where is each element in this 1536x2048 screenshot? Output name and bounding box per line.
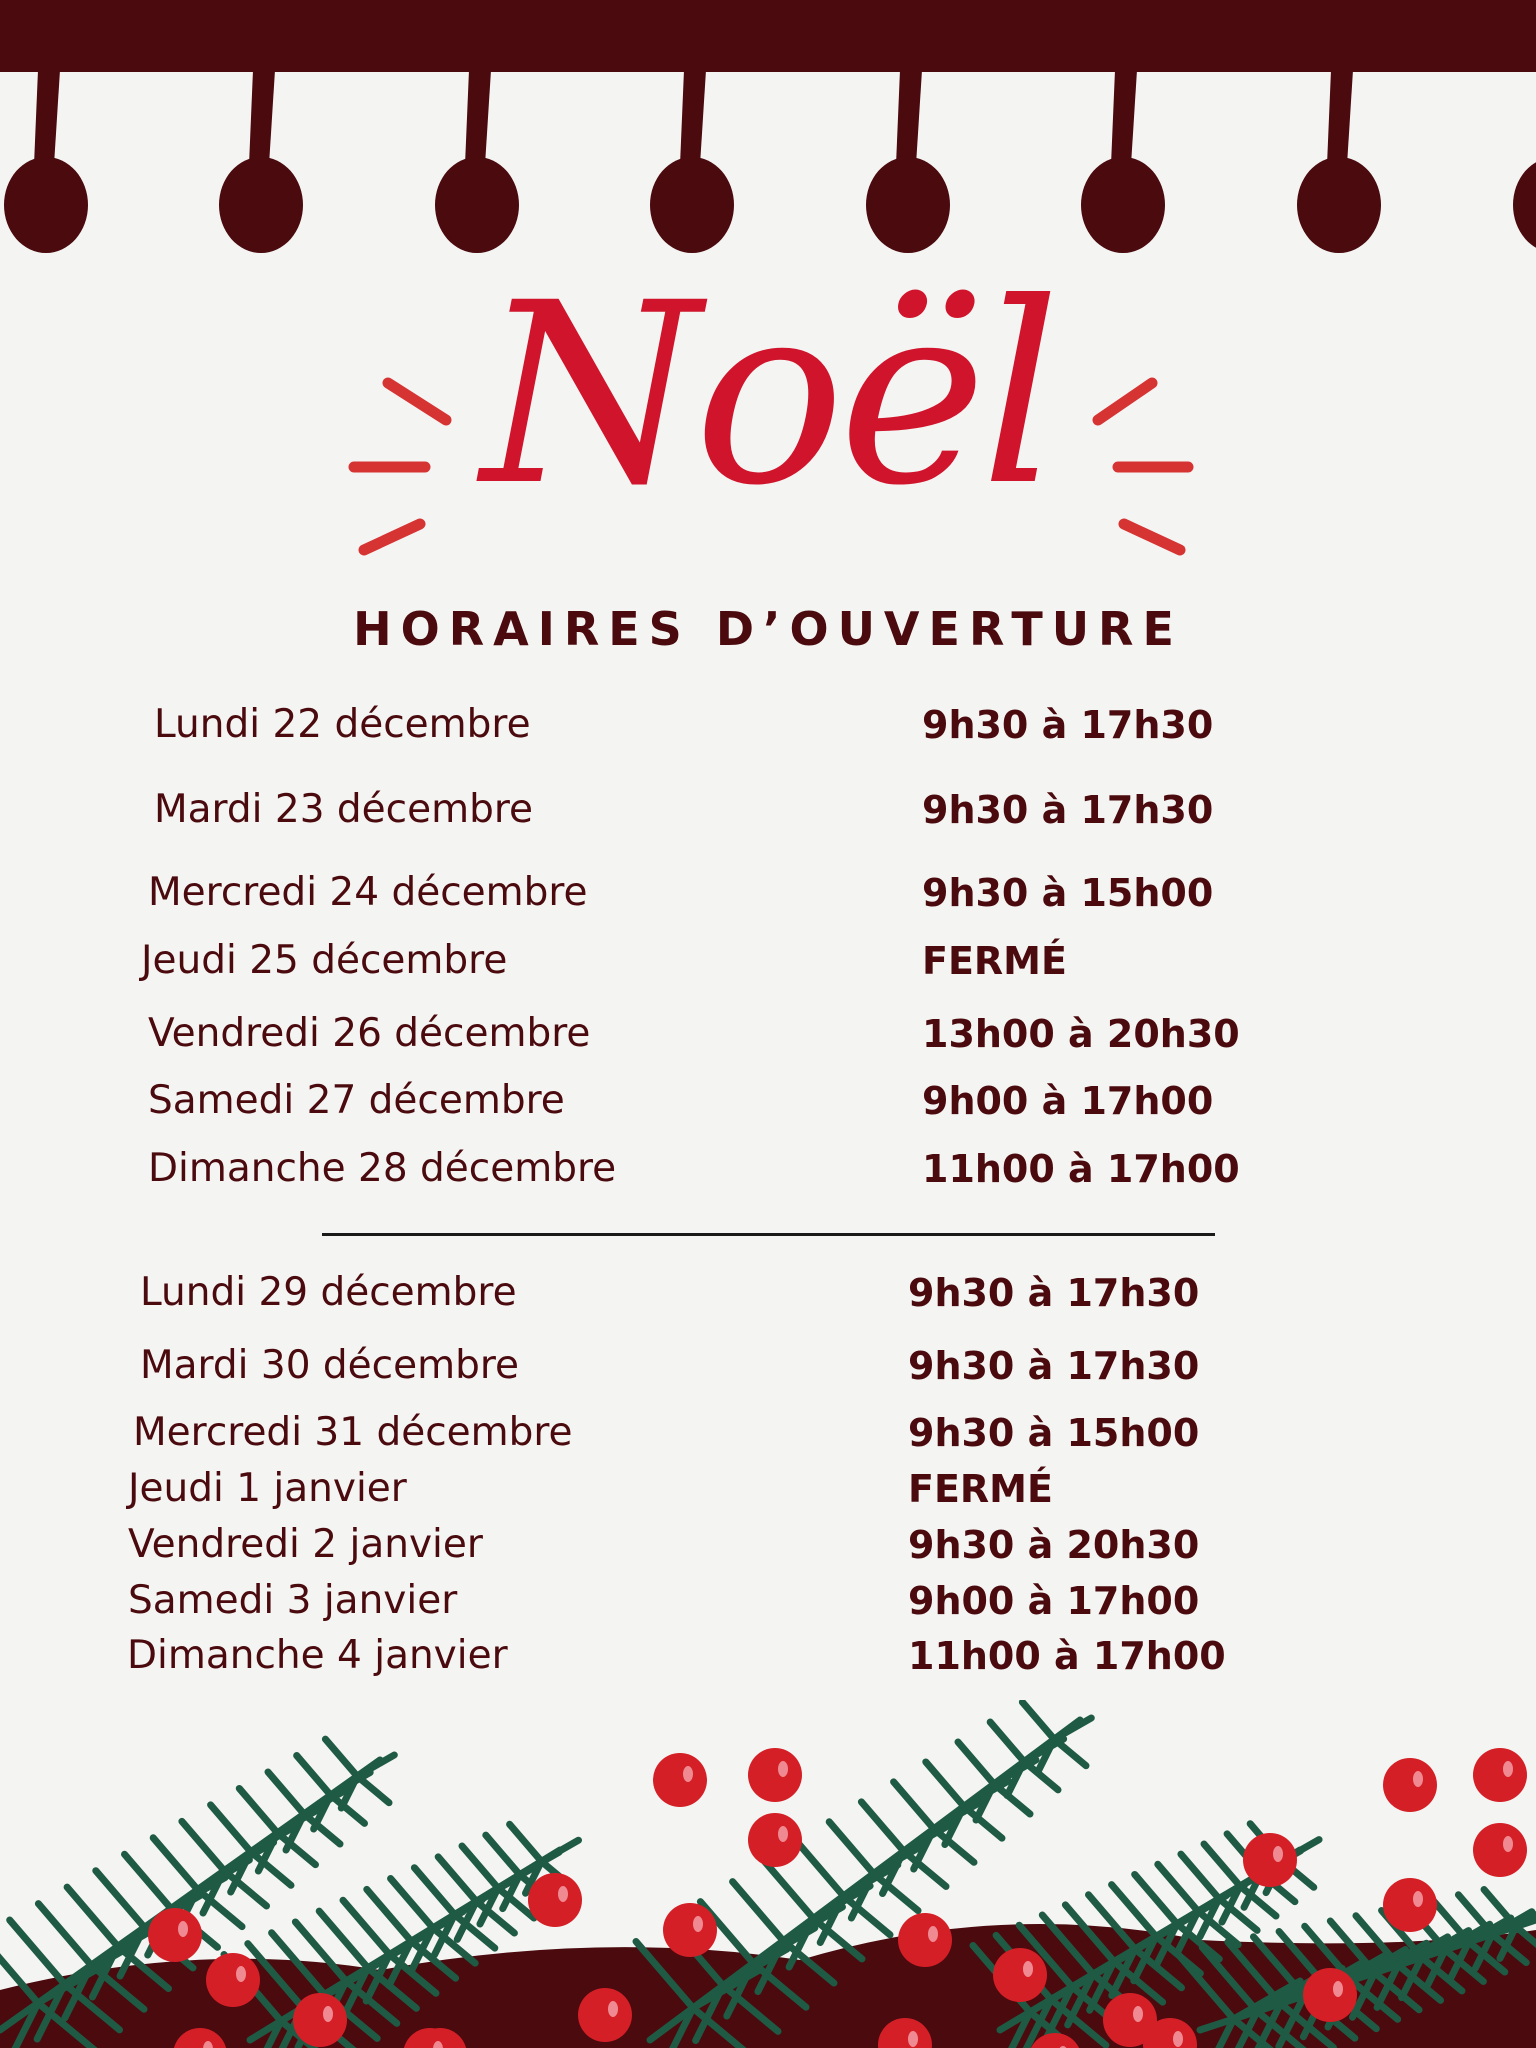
berry-icon <box>528 1873 582 1927</box>
berry-icon <box>1303 1968 1357 2022</box>
hours-value: 9h30 à 17h30 <box>908 1344 1200 1388</box>
hanging-drop-icon <box>650 70 734 253</box>
day-label: Jeudi 1 janvier <box>128 1466 407 1511</box>
hanging-drop-icon <box>866 70 950 253</box>
berry-icon <box>663 1903 717 1957</box>
hours-value: 11h00 à 17h00 <box>908 1634 1226 1678</box>
berry-icon <box>1473 1748 1527 1802</box>
day-label: Samedi 27 décembre <box>148 1078 565 1123</box>
berry-icon <box>293 1993 347 2047</box>
berry-icon <box>993 1948 1047 2002</box>
day-label: Samedi 3 janvier <box>128 1578 458 1623</box>
berry-icon <box>1243 1833 1297 1887</box>
top-bar <box>0 0 1536 72</box>
hours-value: 9h00 à 17h00 <box>908 1579 1200 1623</box>
berry-icon <box>206 1953 260 2007</box>
hours-value: FERMÉ <box>908 1467 1053 1511</box>
pine-branch-icon <box>0 1735 398 2048</box>
hours-value: 9h30 à 15h00 <box>908 1411 1200 1455</box>
hanging-drop-icon <box>219 70 303 253</box>
berry-icon <box>1473 1823 1527 1877</box>
hanging-drop-icon <box>1297 70 1381 253</box>
day-label: Mercredi 24 décembre <box>148 870 588 915</box>
berry-icon <box>1103 1993 1157 2047</box>
day-label: Mercredi 31 décembre <box>133 1410 573 1455</box>
divider <box>322 1233 1215 1236</box>
berry-icon <box>653 1753 707 1807</box>
day-label: Mardi 30 décembre <box>140 1343 520 1388</box>
hours-value: 13h00 à 20h30 <box>922 1012 1240 1056</box>
hours-value: 9h00 à 17h00 <box>922 1079 1214 1123</box>
berry-icon <box>148 1908 202 1962</box>
day-label: Lundi 29 décembre <box>140 1270 517 1315</box>
pine-branch-berries-decoration <box>0 1700 1536 2048</box>
hours-value: 9h30 à 20h30 <box>908 1523 1200 1567</box>
day-label: Vendredi 2 janvier <box>128 1522 483 1567</box>
hours-value: 9h30 à 17h30 <box>922 788 1214 832</box>
hanging-drop-icon <box>435 70 519 253</box>
berry-icon <box>898 1913 952 1967</box>
berry-icon <box>173 2028 227 2048</box>
berry-icon <box>1143 2018 1197 2048</box>
pine-branch-icon <box>1173 1886 1536 2048</box>
hanging-drop-icon <box>1513 162 1536 248</box>
pine-branch-icon <box>969 1820 1323 2048</box>
hanging-drop-icon <box>4 70 88 253</box>
berry-icon <box>878 2018 932 2048</box>
hours-value: 11h00 à 17h00 <box>922 1147 1240 1191</box>
hanging-drop-icon <box>1081 70 1165 253</box>
title-noel: Noël <box>481 249 1060 540</box>
berry-icon <box>1383 1878 1437 1932</box>
berry-icon <box>578 1988 632 2042</box>
day-label: Dimanche 4 janvier <box>127 1633 508 1678</box>
hours-value: FERMÉ <box>922 939 1067 983</box>
sparkle-lines-icon <box>348 377 1194 556</box>
day-label: Dimanche 28 décembre <box>148 1146 617 1191</box>
subtitle-opening-hours: HORAIRES D’OUVERTURE <box>353 602 1183 656</box>
berry-icon <box>403 2028 457 2048</box>
day-label: Vendredi 26 décembre <box>148 1011 591 1056</box>
day-label: Mardi 23 décembre <box>154 787 534 832</box>
berry-icon <box>748 1748 802 1802</box>
hours-value: 9h30 à 17h30 <box>908 1271 1200 1315</box>
berry-icon <box>1383 1758 1437 1812</box>
day-label: Jeudi 25 décembre <box>141 938 508 983</box>
day-label: Lundi 22 décembre <box>154 702 531 747</box>
berry-icon <box>748 1813 802 1867</box>
hours-value: 9h30 à 17h30 <box>922 703 1214 747</box>
hours-value: 9h30 à 15h00 <box>922 871 1214 915</box>
top-hanging-ornaments <box>0 0 1536 253</box>
